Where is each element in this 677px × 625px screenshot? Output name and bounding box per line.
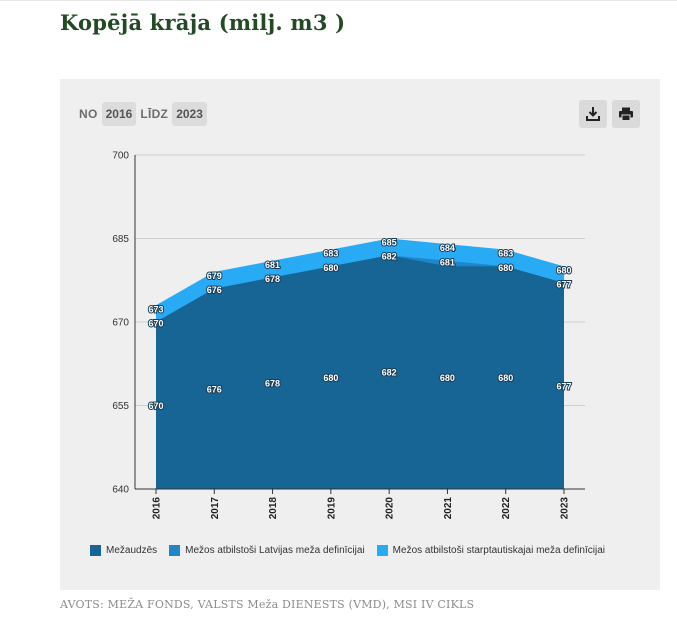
page-title: Kopējā krāja (milj. m3 ) xyxy=(60,10,346,35)
legend-swatch xyxy=(90,545,101,556)
data-label: 680 xyxy=(323,373,338,383)
top-divider xyxy=(0,0,677,1)
print-button[interactable] xyxy=(612,100,640,128)
data-label: 682 xyxy=(382,368,397,378)
y-tick-label: 640 xyxy=(112,485,129,496)
chart-legend: Mežaudzēs Mežos atbilstoši Latvijas meža… xyxy=(90,545,617,556)
legend-label: Mežaudzēs xyxy=(106,545,158,556)
from-label: NO xyxy=(79,107,98,121)
area-chart: 640 655 670 685 700 2016 2017 2018 2019 2020 2021 2… xyxy=(112,151,585,520)
x-tick-label: 2021 xyxy=(443,497,454,520)
legend-label: Mežos atbilstoši starptautiskajai meža d… xyxy=(392,545,605,556)
legend-label: Mežos atbilstoši Latvijas meža definīcij… xyxy=(185,545,365,556)
y-tick-label: 685 xyxy=(112,234,129,245)
data-label: 683 xyxy=(498,249,513,259)
data-label: 681 xyxy=(265,260,280,270)
x-tick-label: 2018 xyxy=(268,497,279,520)
data-label: 681 xyxy=(440,257,455,267)
data-label: 684 xyxy=(440,243,455,253)
data-label: 680 xyxy=(323,263,338,273)
x-tick-label: 2023 xyxy=(560,497,571,520)
x-tick-label: 2016 xyxy=(152,497,163,520)
x-tick-label: 2022 xyxy=(501,497,512,520)
year-range-selector: NO 2016 LĪDZ 2023 xyxy=(79,101,211,127)
download-button[interactable] xyxy=(579,100,607,128)
data-label: 676 xyxy=(207,384,222,394)
data-label: 680 xyxy=(498,263,513,273)
data-label: 678 xyxy=(265,379,280,389)
data-label: 670 xyxy=(148,319,163,329)
data-label: 677 xyxy=(556,382,571,392)
data-label: 680 xyxy=(440,373,455,383)
data-label: 680 xyxy=(556,265,571,275)
x-tick-label: 2017 xyxy=(210,497,221,520)
from-year-select[interactable]: 2016 xyxy=(101,102,137,126)
data-label: 679 xyxy=(207,271,222,281)
data-label: 678 xyxy=(265,274,280,284)
print-icon xyxy=(619,107,633,121)
y-tick-label: 655 xyxy=(112,401,129,412)
legend-swatch xyxy=(376,545,388,556)
source-note: AVOTS: MEŽA FONDS, VALSTS Meža DIENESTS … xyxy=(60,598,475,611)
data-label: 673 xyxy=(148,304,163,314)
data-label: 683 xyxy=(323,249,338,259)
legend-item-latvijas[interactable]: Mežos atbilstoši Latvijas meža definīcij… xyxy=(169,545,365,556)
legend-swatch xyxy=(169,545,181,556)
legend-item-starptautiskajai[interactable]: Mežos atbilstoši starptautiskajai meža d… xyxy=(376,545,605,556)
x-tick-label: 2020 xyxy=(385,497,396,520)
y-tick-label: 670 xyxy=(112,318,129,329)
area-mezaudzes xyxy=(156,255,564,489)
x-tick-label: 2019 xyxy=(326,497,337,520)
y-tick-label: 700 xyxy=(112,151,129,162)
data-label: 676 xyxy=(207,285,222,295)
to-label: LĪDZ xyxy=(140,107,169,121)
legend-item-mezaudzes[interactable]: Mežaudzēs xyxy=(90,545,157,556)
download-icon xyxy=(586,107,600,121)
chart-panel: NO 2016 LĪDZ 2023 640 655 670 685 700 2016 201… xyxy=(60,79,660,590)
to-year-select[interactable]: 2023 xyxy=(172,102,207,126)
data-label: 670 xyxy=(148,401,163,411)
data-label: 680 xyxy=(498,373,513,383)
data-label: 685 xyxy=(382,238,397,248)
data-label: 682 xyxy=(382,252,397,262)
data-label: 677 xyxy=(556,280,571,290)
